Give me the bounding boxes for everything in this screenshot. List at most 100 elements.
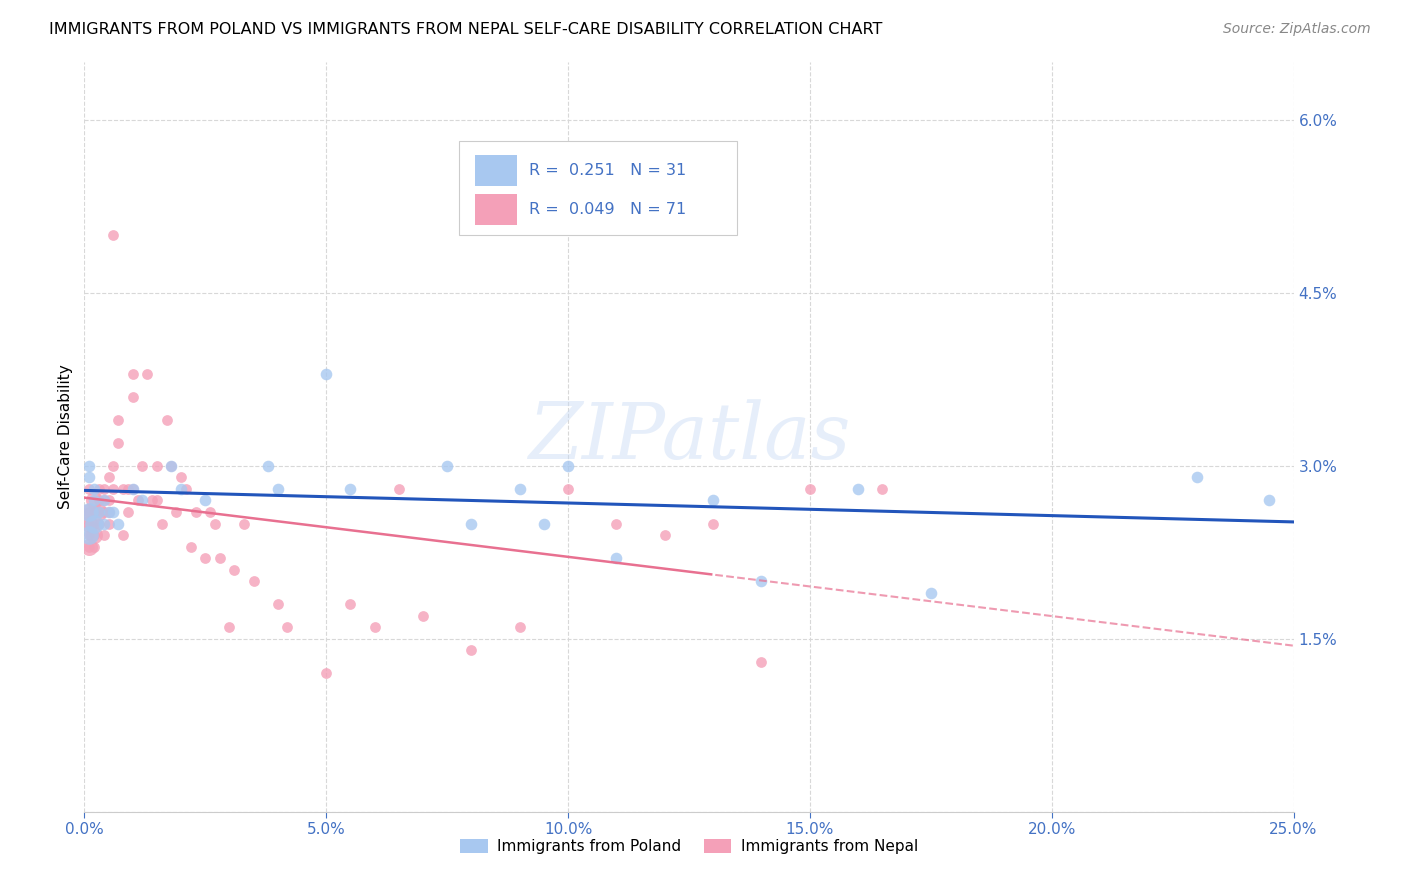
Point <box>533 516 555 531</box>
Point <box>97 505 120 519</box>
Point <box>242 574 264 589</box>
Point <box>315 367 337 381</box>
Point <box>83 516 105 531</box>
Point <box>77 482 100 496</box>
Point <box>509 620 531 634</box>
Point <box>83 528 105 542</box>
Point <box>751 655 773 669</box>
Point <box>93 482 115 496</box>
Point <box>77 540 100 554</box>
Point <box>654 528 676 542</box>
Point <box>87 493 110 508</box>
Point <box>83 482 105 496</box>
Point <box>77 505 100 519</box>
Point <box>87 505 110 519</box>
Point <box>315 666 337 681</box>
Point <box>112 482 135 496</box>
Point <box>103 505 125 519</box>
Text: IMMIGRANTS FROM POLAND VS IMMIGRANTS FROM NEPAL SELF-CARE DISABILITY CORRELATION: IMMIGRANTS FROM POLAND VS IMMIGRANTS FRO… <box>49 22 883 37</box>
Point <box>83 493 105 508</box>
Point <box>97 493 120 508</box>
Point <box>77 516 100 531</box>
Point <box>180 540 202 554</box>
Point <box>702 493 724 508</box>
Point <box>267 597 290 611</box>
Y-axis label: Self-Care Disability: Self-Care Disability <box>58 365 73 509</box>
Point <box>276 620 298 634</box>
Point <box>121 390 143 404</box>
Point <box>174 482 197 496</box>
Point <box>121 482 143 496</box>
Point <box>846 482 869 496</box>
Point <box>121 367 143 381</box>
Point <box>77 505 100 519</box>
Point <box>103 482 125 496</box>
Point <box>1258 493 1281 508</box>
Text: ZIPatlas: ZIPatlas <box>527 399 851 475</box>
Point <box>87 482 110 496</box>
Point <box>194 551 217 566</box>
Point <box>605 551 627 566</box>
Point <box>218 620 240 634</box>
Point <box>87 505 110 519</box>
Point <box>97 505 120 519</box>
Point <box>155 413 177 427</box>
Point <box>257 458 280 473</box>
Legend: Immigrants from Poland, Immigrants from Nepal: Immigrants from Poland, Immigrants from … <box>454 833 924 860</box>
Point <box>194 493 217 508</box>
Point <box>751 574 773 589</box>
Point <box>363 620 385 634</box>
Point <box>77 458 100 473</box>
Point <box>184 505 207 519</box>
Point <box>224 563 246 577</box>
Point <box>160 458 183 473</box>
Point <box>702 516 724 531</box>
Point <box>77 540 100 554</box>
Point <box>557 458 579 473</box>
Point <box>170 470 193 484</box>
Point <box>141 493 163 508</box>
Point <box>208 551 231 566</box>
Point <box>170 482 193 496</box>
Point <box>97 470 120 484</box>
Point <box>107 435 129 450</box>
Point <box>267 482 290 496</box>
Point <box>107 516 129 531</box>
Point <box>799 482 821 496</box>
Point <box>93 528 115 542</box>
Point <box>131 493 153 508</box>
Text: R =  0.251   N = 31: R = 0.251 N = 31 <box>529 163 686 178</box>
Point <box>460 516 482 531</box>
Point <box>97 516 120 531</box>
Point <box>605 516 627 531</box>
Point <box>460 643 482 657</box>
Point <box>131 458 153 473</box>
Text: R =  0.049   N = 71: R = 0.049 N = 71 <box>529 202 686 217</box>
Point <box>77 516 100 531</box>
Point <box>83 516 105 531</box>
Point <box>107 413 129 427</box>
Point <box>198 505 221 519</box>
Point <box>165 505 187 519</box>
Point <box>93 493 115 508</box>
Point <box>233 516 256 531</box>
Point <box>83 528 105 542</box>
Point <box>83 540 105 554</box>
Point <box>112 528 135 542</box>
Point <box>87 505 110 519</box>
Point <box>388 482 411 496</box>
Point <box>83 505 105 519</box>
Point <box>127 493 149 508</box>
FancyBboxPatch shape <box>475 154 517 186</box>
Point <box>77 528 100 542</box>
Point <box>146 458 169 473</box>
Point <box>339 482 361 496</box>
Point <box>77 470 100 484</box>
Point <box>121 482 143 496</box>
FancyBboxPatch shape <box>460 141 737 235</box>
Point <box>93 493 115 508</box>
Point <box>204 516 226 531</box>
FancyBboxPatch shape <box>475 194 517 225</box>
Point <box>83 493 105 508</box>
Point <box>117 505 139 519</box>
